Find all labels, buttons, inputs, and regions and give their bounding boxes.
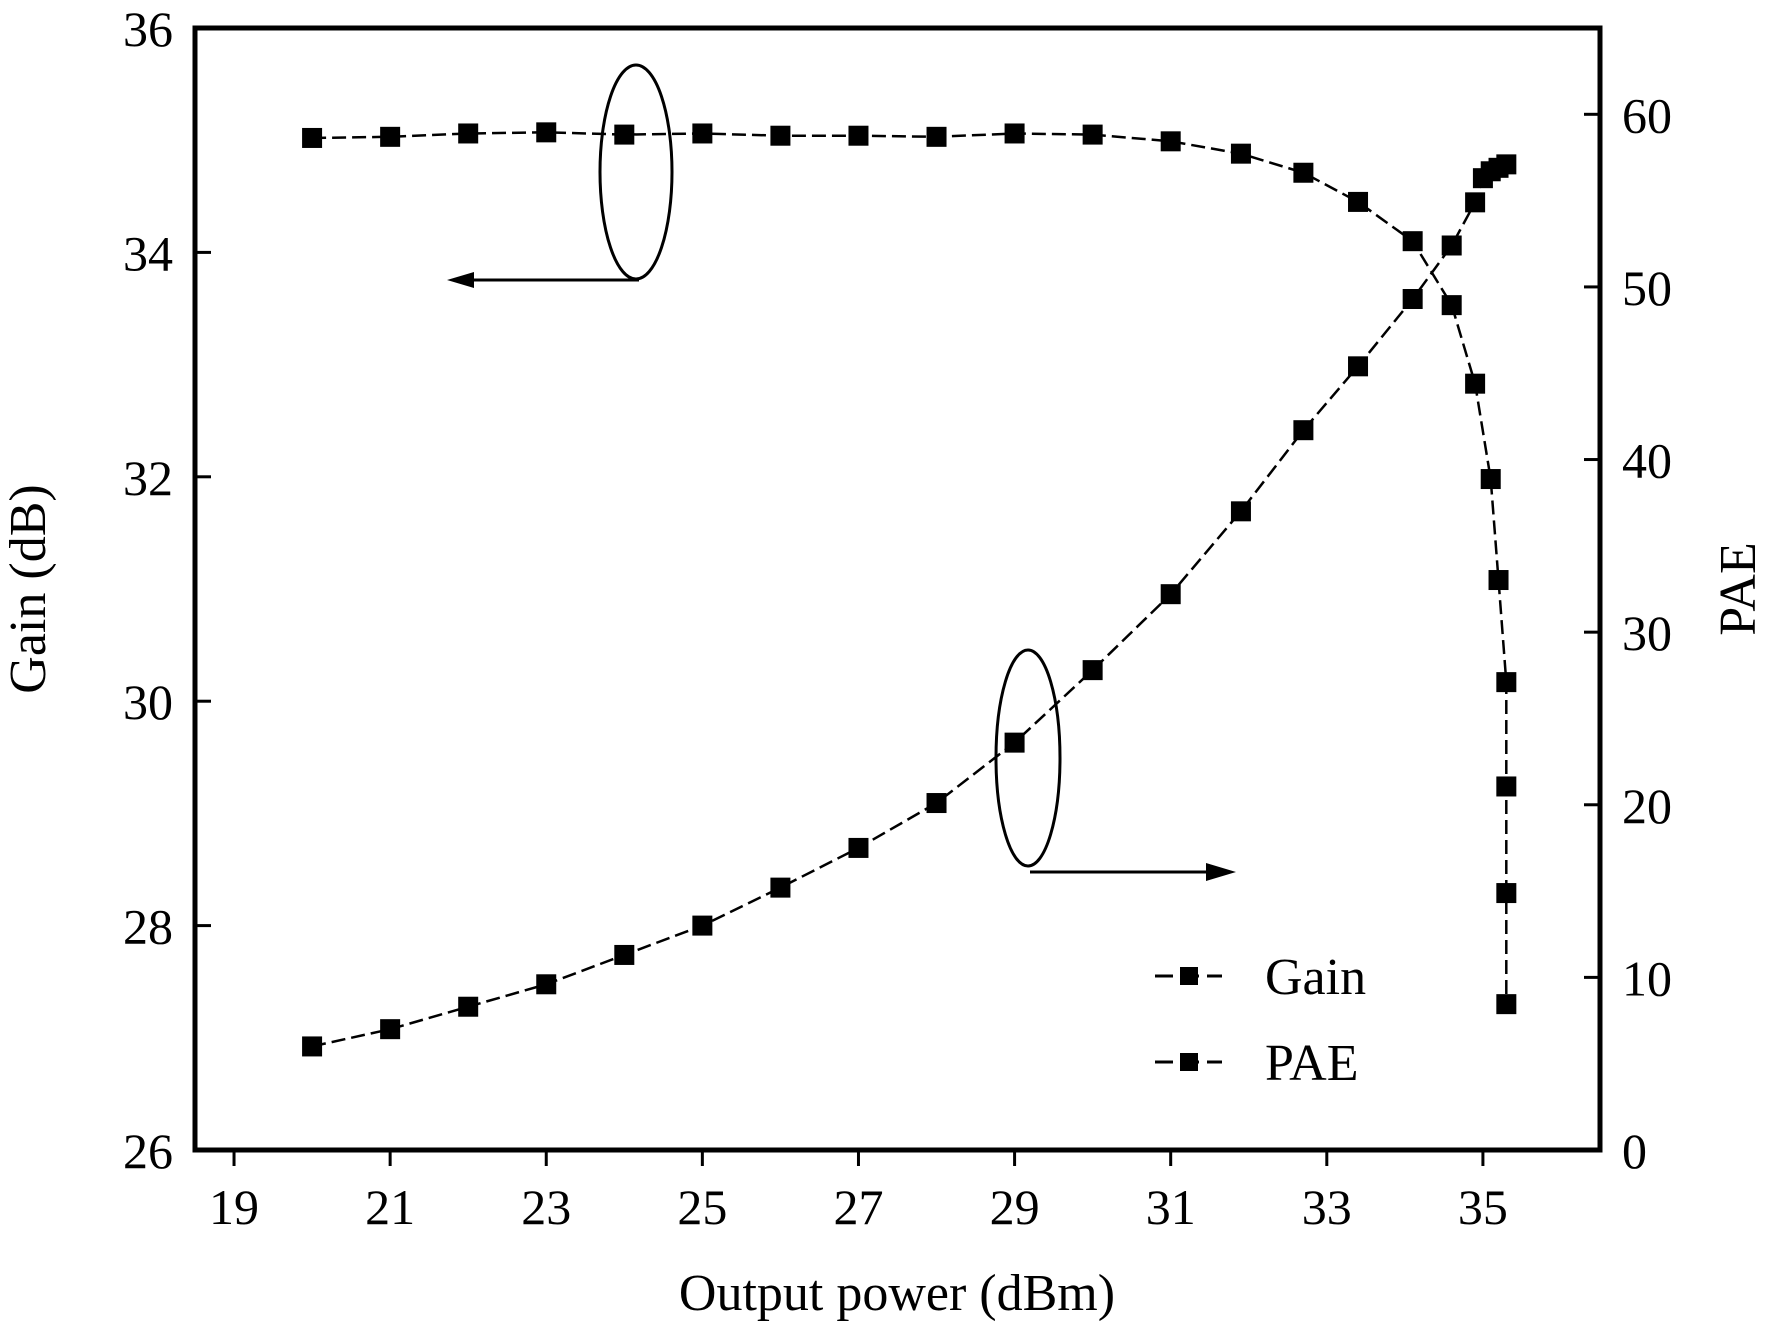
series-layer	[302, 122, 1517, 1057]
x-tick-label: 29	[990, 1179, 1040, 1235]
data-point-gain	[1082, 124, 1103, 145]
legend-marker-gain	[1180, 967, 1198, 985]
data-point-gain	[1441, 295, 1462, 316]
data-point-gain	[1488, 570, 1509, 591]
data-point-pae	[1441, 235, 1462, 256]
data-point-pae	[302, 1036, 323, 1057]
data-point-gain	[1496, 994, 1517, 1015]
x-tick-label: 21	[365, 1179, 415, 1235]
data-point-gain	[926, 126, 947, 147]
pae-annotation-arrowhead	[1206, 863, 1236, 881]
y2-tick-label: 50	[1622, 260, 1672, 316]
data-point-pae	[1160, 584, 1181, 605]
x-tick-label: 23	[521, 1179, 571, 1235]
plot-frame	[192, 25, 1603, 1153]
x-tick-label: 31	[1146, 1179, 1196, 1235]
data-point-gain	[848, 125, 869, 146]
y2-tick-label: 20	[1622, 778, 1672, 834]
data-point-pae	[536, 974, 557, 995]
legend-label-pae: PAE	[1265, 1035, 1358, 1092]
y2-tick-label: 0	[1622, 1123, 1647, 1179]
data-point-gain	[1465, 373, 1486, 394]
data-point-gain	[1480, 469, 1501, 490]
data-point-gain	[1004, 123, 1025, 144]
y-tick-label: 32	[123, 450, 173, 506]
x-tick-label: 25	[677, 1179, 727, 1235]
data-point-pae	[1496, 154, 1517, 175]
data-point-pae	[692, 915, 713, 936]
data-point-pae	[458, 996, 479, 1017]
data-point-pae	[614, 944, 635, 965]
data-point-gain	[1230, 143, 1251, 164]
y-tick-label: 34	[123, 225, 173, 281]
y-axis-label: Gain (dB)	[0, 484, 57, 693]
data-point-gain	[1496, 776, 1517, 797]
data-point-pae	[848, 837, 869, 858]
legend-label-gain: Gain	[1265, 949, 1366, 1006]
data-point-gain	[302, 127, 323, 148]
x-tick-label: 19	[209, 1179, 259, 1235]
data-point-pae	[1230, 501, 1251, 522]
y-tick-label: 28	[123, 899, 173, 955]
series-line-gain	[312, 131, 1508, 1005]
plot-elements	[192, 25, 1603, 1153]
data-point-pae	[926, 793, 947, 814]
data-point-gain	[380, 126, 401, 147]
data-point-gain	[1160, 131, 1181, 152]
data-point-gain	[1348, 191, 1369, 212]
data-point-gain	[536, 122, 557, 143]
y-tick-label: 26	[123, 1123, 173, 1179]
annotation-gain-axis-pointer	[447, 63, 674, 288]
data-point-gain	[1496, 883, 1517, 904]
x-tick-label: 35	[1458, 1179, 1508, 1235]
y2-tick-label: 30	[1622, 605, 1672, 661]
y-tick-label: 36	[123, 1, 173, 57]
data-point-pae	[770, 877, 791, 898]
y2-axis-label: PAE	[1710, 542, 1767, 635]
series-line-pae	[311, 163, 1507, 1048]
data-point-pae	[1082, 660, 1103, 681]
legend-item-gain: Gain	[1155, 949, 1366, 1006]
data-point-pae	[1293, 420, 1314, 441]
data-point-pae	[1004, 732, 1025, 753]
legend-marker-pae	[1180, 1053, 1198, 1071]
data-point-pae	[1402, 289, 1423, 310]
data-point-pae	[1465, 192, 1486, 213]
data-point-gain	[770, 125, 791, 146]
data-point-gain	[692, 123, 713, 144]
y-tick-label: 30	[123, 674, 173, 730]
gain-annotation-arrowhead	[447, 272, 474, 288]
annotation-pae-axis-pointer	[994, 648, 1236, 881]
pae-annotation-ellipse	[994, 648, 1062, 868]
x-tick-label: 27	[833, 1179, 883, 1235]
y2-tick-label: 10	[1622, 950, 1672, 1006]
y2-tick-label: 40	[1622, 433, 1672, 489]
data-point-gain	[614, 124, 635, 145]
legend-item-pae: PAE	[1155, 1035, 1358, 1092]
data-point-gain	[1496, 672, 1517, 693]
ticks: 19 21 23 25 27 29 31 33 35 26 28 30 32 34 36 0 10 20 30 40 5…	[123, 1, 1672, 1235]
x-tick-label: 33	[1302, 1179, 1352, 1235]
data-point-gain	[458, 123, 479, 144]
data-point-pae	[1348, 356, 1369, 377]
y2-tick-label: 60	[1622, 87, 1672, 143]
x-axis-label: Output power (dBm)	[679, 1265, 1115, 1322]
data-point-gain	[1402, 231, 1423, 252]
legend: Gain PAE	[1155, 949, 1366, 1092]
data-point-pae	[380, 1019, 401, 1040]
data-point-gain	[1293, 162, 1314, 183]
gain-annotation-ellipse	[598, 63, 674, 281]
